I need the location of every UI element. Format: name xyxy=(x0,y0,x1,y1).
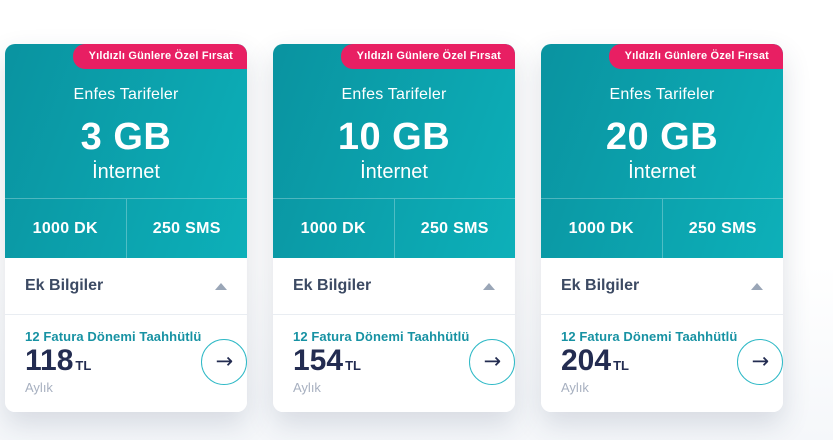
commitment-label: 12 Fatura Dönemi Taahhütlü xyxy=(293,328,470,344)
chevron-up-icon xyxy=(215,282,227,290)
details-label: Ek Bilgiler xyxy=(561,277,640,294)
price-line: 118 TL xyxy=(25,343,201,377)
select-tariff-button[interactable]: → xyxy=(469,338,516,385)
price-value: 154 xyxy=(293,343,344,377)
details-label: Ek Bilgiler xyxy=(293,277,372,294)
price-line: 154 TL xyxy=(293,343,469,377)
currency-label: TL xyxy=(345,357,361,373)
tariff-card-header: Yıldızlı Günlere Özel Fırsat Enfes Tarif… xyxy=(273,44,515,258)
price-section: 12 Fatura Dönemi Taahhütlü 204 TL Aylık … xyxy=(541,315,784,412)
promo-badge: Yıldızlı Günlere Özel Fırsat xyxy=(608,44,783,69)
price-info: 12 Fatura Dönemi Taahhütlü 204 TL Aylık xyxy=(561,329,737,395)
tariff-cards-row: Yıldızlı Günlere Özel Fırsat Enfes Tarif… xyxy=(5,44,784,412)
details-toggle[interactable]: Ek Bilgiler xyxy=(5,258,247,315)
data-amount: 20 GB xyxy=(605,116,719,158)
data-amount-unit: İnternet xyxy=(92,161,160,183)
commitment-label: 12 Fatura Dönemi Taahhütlü xyxy=(561,328,738,344)
select-tariff-button[interactable]: → xyxy=(737,338,784,385)
tariff-card-header: Yıldızlı Günlere Özel Fırsat Enfes Tarif… xyxy=(541,44,783,258)
select-tariff-button[interactable]: → xyxy=(201,338,248,385)
details-toggle[interactable]: Ek Bilgiler xyxy=(541,258,783,315)
data-amount: 10 GB xyxy=(337,116,451,158)
perks-row: 1000 DK 250 SMS xyxy=(5,198,247,258)
chevron-up-icon xyxy=(751,282,763,290)
perks-row: 1000 DK 250 SMS xyxy=(273,198,515,258)
data-amount-unit: İnternet xyxy=(360,161,428,183)
sms-value: 250 SMS xyxy=(688,219,757,237)
price-value: 118 xyxy=(25,343,74,377)
minutes-value: 1000 DK xyxy=(273,199,395,258)
chevron-up-icon xyxy=(483,282,495,290)
currency-label: TL xyxy=(75,357,92,373)
arrow-right-icon: → xyxy=(751,349,770,373)
price-info: 12 Fatura Dönemi Taahhütlü 154 TL Aylık xyxy=(293,329,469,395)
details-label: Ek Bilgiler xyxy=(25,277,104,294)
data-amount: 3 GB xyxy=(80,116,172,158)
price-section: 12 Fatura Dönemi Taahhütlü 118 TL Aylık … xyxy=(5,315,248,412)
price-info: 12 Fatura Dönemi Taahhütlü 118 TL Aylık xyxy=(25,329,201,395)
data-amount-unit: İnternet xyxy=(628,161,696,183)
billing-period: Aylık xyxy=(25,379,53,395)
price-line: 204 TL xyxy=(561,343,737,377)
tariff-family-title: Enfes Tarifeler xyxy=(73,86,179,103)
minutes-value: 1000 DK xyxy=(5,199,127,258)
perks-row: 1000 DK 250 SMS xyxy=(541,198,783,258)
promo-badge: Yıldızlı Günlere Özel Fırsat xyxy=(72,44,247,69)
price-value: 204 xyxy=(561,343,612,377)
currency-label: TL xyxy=(613,357,629,373)
arrow-right-icon: → xyxy=(215,349,234,373)
sms-value: 250 SMS xyxy=(420,219,489,237)
tariff-card-3gb: Yıldızlı Günlere Özel Fırsat Enfes Tarif… xyxy=(5,44,248,412)
billing-period: Aylık xyxy=(561,379,589,395)
tariff-family-title: Enfes Tarifeler xyxy=(341,86,447,103)
tariff-card-10gb: Yıldızlı Günlere Özel Fırsat Enfes Tarif… xyxy=(273,44,516,412)
commitment-label: 12 Fatura Dönemi Taahhütlü xyxy=(25,328,202,344)
tariff-card-header: Yıldızlı Günlere Özel Fırsat Enfes Tarif… xyxy=(5,44,247,258)
tariff-family-title: Enfes Tarifeler xyxy=(609,86,715,103)
tariff-card-20gb: Yıldızlı Günlere Özel Fırsat Enfes Tarif… xyxy=(541,44,784,412)
arrow-right-icon: → xyxy=(483,349,502,373)
sms-value: 250 SMS xyxy=(152,219,221,237)
price-section: 12 Fatura Dönemi Taahhütlü 154 TL Aylık … xyxy=(273,315,516,412)
minutes-value: 1000 DK xyxy=(541,199,663,258)
details-toggle[interactable]: Ek Bilgiler xyxy=(273,258,515,315)
promo-badge: Yıldızlı Günlere Özel Fırsat xyxy=(340,44,515,69)
billing-period: Aylık xyxy=(293,379,321,395)
